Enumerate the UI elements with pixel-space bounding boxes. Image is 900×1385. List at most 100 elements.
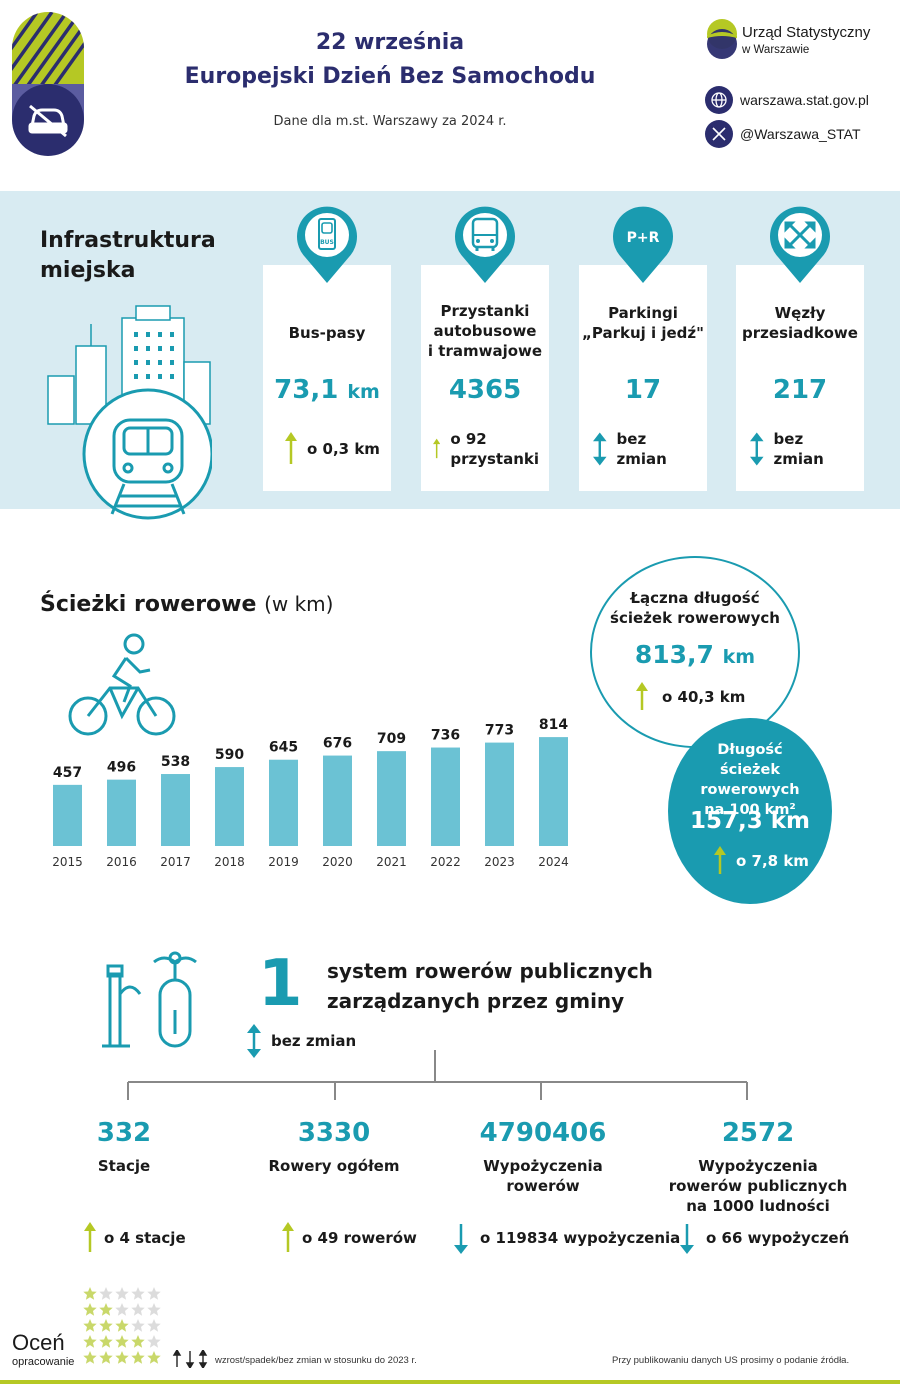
bike-share-change: bez zmian [247, 1024, 356, 1058]
chart-value-label: 814 [539, 717, 568, 733]
chart-value-label: 496 [107, 760, 136, 776]
bike-paths-title: Ścieżki rowerowe (w km) [40, 592, 333, 617]
total-length-value: 813,7 km [592, 640, 798, 669]
star-icon [83, 1319, 97, 1332]
chart-value-label: 676 [323, 736, 352, 752]
density-label-line: Długość [717, 742, 783, 758]
card-label: Parkingi „Parkuj i jedź" [579, 303, 707, 343]
card-label-line: przesiadkowe [742, 324, 858, 342]
total-length-label-line: ścieżek rowerowych [610, 609, 780, 627]
star-icon [99, 1351, 113, 1364]
chart-bar-2020 [323, 755, 352, 846]
footer-divider [0, 1380, 900, 1384]
star-icon [147, 1287, 161, 1300]
infrastructure-title-line2: miejska [40, 258, 136, 283]
star-icon [115, 1287, 129, 1300]
park-and-ride-label: P+R [627, 230, 660, 246]
stat-label-line: rowerów [506, 1177, 580, 1195]
bike-paths-title-unit: (w km) [264, 592, 334, 616]
card-label-line: Węzły [774, 304, 826, 322]
increase-arrow-icon [282, 1222, 294, 1252]
no-change-arrow-icon [750, 432, 764, 466]
no-change-arrow-icon [593, 432, 607, 466]
cyclist-icon [68, 633, 176, 736]
chart-category-label: 2018 [214, 855, 245, 869]
chart-bar-2022 [431, 747, 460, 846]
park-and-ride-icon: P+R [613, 206, 673, 283]
no-car-icon [28, 104, 68, 138]
chart-value-label: 457 [53, 765, 82, 781]
star-icon [115, 1351, 129, 1364]
logo-subtitle: w Warszawie [742, 44, 810, 56]
stat-bikes-change: o 49 rowerów [282, 1222, 417, 1254]
twitter-link[interactable]: @Warszawa_STAT [740, 126, 861, 142]
star-icon [83, 1303, 97, 1316]
stat-value: 332 [96, 1118, 152, 1148]
star-icon [115, 1335, 129, 1348]
stat-change-text: o 49 rowerów [302, 1229, 417, 1247]
card-label: Przystanki autobusowe i tramwajowe [421, 301, 549, 361]
chart-category-label: 2021 [376, 855, 407, 869]
stat-rentals-change: o 119834 wypożyczenia [454, 1222, 680, 1254]
city-metro-illustration [47, 305, 212, 520]
rating-stars-icon[interactable] [82, 1286, 164, 1368]
card-change-line: przystanki [450, 450, 539, 468]
star-icon [131, 1335, 145, 1348]
card-label-line: i tramwajowe [427, 342, 543, 360]
page-title: Europejski Dzień Bez Samochodu [184, 64, 596, 89]
statistics-office-logo [707, 19, 737, 59]
stat-rentals-per-1000-change: o 66 wypożyczeń [680, 1222, 849, 1254]
rate-label[interactable]: Oceń [12, 1330, 65, 1355]
increase-arrow-icon [636, 682, 648, 710]
card-value: 4365 [448, 375, 522, 405]
bike-share-count: 1 [258, 947, 303, 1021]
chart-bar-2021 [377, 751, 406, 846]
chart-bar-2015 [53, 784, 82, 846]
decrease-arrow-icon [454, 1224, 468, 1254]
chart-category-label: 2016 [106, 855, 137, 869]
star-icon [99, 1303, 113, 1316]
card-park-and-ride: Parkingi „Parkuj i jedź" 17 bez zmian [579, 265, 707, 491]
card-label: Węzły przesiadkowe [736, 303, 864, 343]
chart-value-label: 645 [269, 740, 298, 756]
stat-change-text: o 4 stacje [104, 1229, 186, 1247]
card-change-text: o 0,3 km [307, 440, 380, 458]
bike-paths-chart: 457 2015 496 2016 538 2017 590 2018 645 2019 676 20… [52, 717, 569, 869]
legend-text: wzrost/spadek/bez zmian w stosunku do 20… [215, 1355, 417, 1366]
star-icon [83, 1287, 97, 1300]
website-link[interactable]: warszawa.stat.gov.pl [740, 92, 869, 108]
card-label-line: Parkingi [608, 304, 678, 322]
car-free-day-badge [12, 12, 84, 156]
total-length-change-text: o 40,3 km [662, 688, 746, 706]
total-length-label: Łączna długość ścieżek rowerowych [592, 588, 798, 628]
card-label-line: Przystanki [440, 302, 530, 320]
stat-label: Stacje [97, 1157, 151, 1175]
transfer-hub-icon [770, 206, 830, 283]
card-label-line: „Parkuj i jedź" [582, 324, 704, 342]
increase-arrow-icon [714, 846, 726, 874]
card-label: Bus-pasy [288, 324, 366, 342]
stat-change-text: o 119834 wypożyczenia [480, 1229, 681, 1247]
bus-lane-icon: BUS [297, 206, 357, 283]
bike-paths-title-text: Ścieżki rowerowe [40, 592, 257, 617]
star-icon [99, 1335, 113, 1348]
bus-icon [455, 206, 515, 283]
density-value: 157,3 km [689, 808, 811, 834]
total-length-number: 813,7 [634, 640, 714, 669]
star-icon [147, 1319, 161, 1332]
stat-change-text: o 66 wypożyczeń [706, 1229, 850, 1247]
star-icon [147, 1335, 161, 1348]
card-value-number: 73,1 [274, 375, 339, 405]
card-value: 17 [624, 375, 662, 405]
star-icon [131, 1319, 145, 1332]
density-change-text: o 7,8 km [736, 852, 809, 870]
infrastructure-title-line1: Infrastruktura [40, 228, 216, 253]
stat-bikes: 3330 Rowery ogółem [234, 1118, 434, 1176]
card-value: 73,1 km [263, 375, 391, 405]
stat-value: 2572 [721, 1118, 795, 1148]
increase-arrow-icon [84, 1222, 96, 1252]
chart-bar-2019 [269, 759, 298, 846]
chart-bar-2023 [485, 742, 514, 846]
stat-stations-change: o 4 stacje [84, 1222, 186, 1254]
density-change: o 7,8 km [714, 846, 809, 876]
